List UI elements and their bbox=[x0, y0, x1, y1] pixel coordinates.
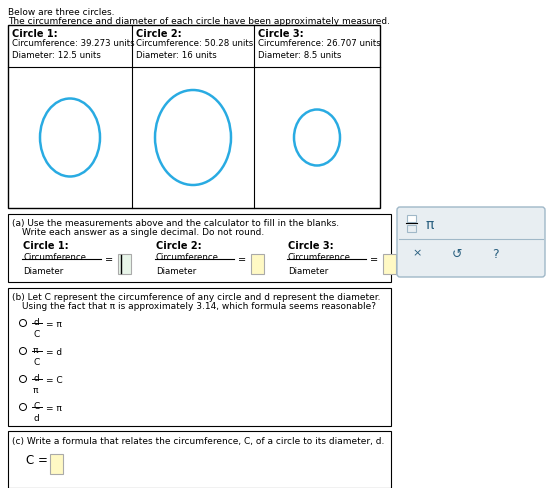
Bar bbox=[383, 254, 396, 274]
Text: Using the fact that π is approximately 3.14, which formula seems reasonable?: Using the fact that π is approximately 3… bbox=[22, 302, 376, 310]
Text: Circle 3:: Circle 3: bbox=[258, 29, 304, 39]
Bar bbox=[8, 215, 391, 283]
Text: Diameter: 12.5 units: Diameter: 12.5 units bbox=[12, 51, 101, 60]
Text: Diameter: Diameter bbox=[23, 266, 63, 275]
Bar bbox=[8, 26, 380, 208]
Text: π: π bbox=[33, 346, 39, 354]
Bar bbox=[50, 454, 63, 474]
Text: Circumference: 39.273 units: Circumference: 39.273 units bbox=[12, 39, 135, 48]
Text: d: d bbox=[33, 373, 39, 382]
Text: Circle 1:: Circle 1: bbox=[12, 29, 57, 39]
Bar bbox=[118, 254, 131, 274]
Text: Diameter: 16 units: Diameter: 16 units bbox=[136, 51, 217, 60]
Text: = π: = π bbox=[45, 403, 61, 412]
Text: ?: ? bbox=[492, 247, 498, 261]
Bar bbox=[407, 225, 416, 232]
Text: π: π bbox=[33, 385, 39, 394]
Text: Diameter: Diameter bbox=[156, 266, 197, 275]
FancyBboxPatch shape bbox=[397, 207, 545, 278]
Text: Diameter: Diameter bbox=[288, 266, 328, 275]
Text: = π: = π bbox=[45, 319, 61, 328]
Text: Circumference: Circumference bbox=[23, 252, 86, 262]
Text: ↺: ↺ bbox=[452, 247, 463, 261]
Bar bbox=[407, 216, 416, 223]
Text: (c) Write a formula that relates the circumference, C, of a circle to its diamet: (c) Write a formula that relates the cir… bbox=[12, 436, 384, 445]
Text: π: π bbox=[425, 218, 433, 231]
Text: Circle 1:: Circle 1: bbox=[23, 241, 68, 250]
Text: =: = bbox=[370, 254, 378, 264]
Text: Below are three circles.: Below are three circles. bbox=[8, 8, 114, 17]
Text: C: C bbox=[33, 329, 39, 338]
Text: (b) Let C represent the circumference of any circle and d represent the diameter: (b) Let C represent the circumference of… bbox=[12, 292, 380, 302]
Text: ×: × bbox=[412, 247, 421, 258]
Text: Circle 2:: Circle 2: bbox=[156, 241, 201, 250]
Text: d: d bbox=[33, 317, 39, 326]
Text: The circumference and diameter of each circle have been approximately measured.: The circumference and diameter of each c… bbox=[8, 17, 390, 26]
Text: d: d bbox=[33, 413, 39, 422]
Text: = C: = C bbox=[45, 375, 62, 384]
Text: Circumference: Circumference bbox=[156, 252, 219, 262]
Bar bbox=[8, 431, 391, 488]
Text: C: C bbox=[33, 357, 39, 366]
Text: Circle 2:: Circle 2: bbox=[136, 29, 182, 39]
Text: C =: C = bbox=[26, 453, 52, 466]
Text: Circumference: Circumference bbox=[288, 252, 351, 262]
Text: Circumference: 50.28 units: Circumference: 50.28 units bbox=[136, 39, 253, 48]
Bar bbox=[251, 254, 264, 274]
Text: Circumference: 26.707 units: Circumference: 26.707 units bbox=[258, 39, 381, 48]
Text: = d: = d bbox=[45, 347, 62, 356]
Text: C: C bbox=[33, 401, 39, 410]
Text: (a) Use the measurements above and the calculator to fill in the blanks.: (a) Use the measurements above and the c… bbox=[12, 219, 339, 227]
Text: =: = bbox=[105, 254, 113, 264]
Text: Circle 3:: Circle 3: bbox=[288, 241, 333, 250]
Text: Write each answer as a single decimal. Do not round.: Write each answer as a single decimal. D… bbox=[22, 227, 264, 237]
Text: Diameter: 8.5 units: Diameter: 8.5 units bbox=[258, 51, 341, 60]
Bar bbox=[8, 288, 391, 426]
Text: =: = bbox=[238, 254, 246, 264]
